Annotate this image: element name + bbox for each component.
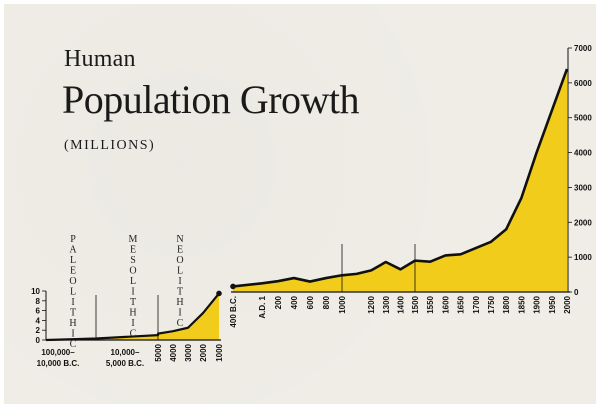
prehistoric-x-tick-label: 10,000– [111, 348, 140, 357]
prehistoric-area [46, 293, 219, 340]
historic-x-tick-label: A.D. 1 [258, 295, 267, 318]
chart-title-line2: Population Growth [62, 77, 360, 122]
era-label-letter: A [69, 245, 77, 256]
historic-x-tick-label: 400 B.C. [229, 296, 238, 328]
historic-x-tick-label: 1700 [472, 295, 481, 313]
era-label-letter: I [71, 297, 74, 308]
prehistoric-y-tick-label: 6 [36, 307, 41, 316]
prehistoric-y-tick-label: 2 [36, 326, 41, 335]
era-label-letter: E [70, 266, 76, 277]
historic-x-tick-label: 1900 [533, 295, 542, 313]
era-label-letter: C [177, 318, 184, 329]
historic-start-point [230, 283, 236, 290]
historic-y-tick-label: 6000 [574, 79, 592, 88]
chart-unit-note: (MILLIONS) [64, 138, 156, 153]
prehistoric-x-tick-label: 100,000– [41, 348, 75, 357]
era-label-letter: H [176, 297, 183, 308]
historic-x-tick-label: 1200 [367, 295, 376, 313]
historic-y-tick-label: 7000 [574, 44, 592, 53]
era-label-letter: L [177, 266, 183, 277]
historic-x-tick-label: 1950 [548, 295, 557, 313]
historic-x-tick-label: 1650 [457, 295, 466, 313]
era-label-letter: N [176, 234, 183, 245]
era-label-letter: I [131, 318, 134, 329]
era-label-letter: M [129, 234, 138, 245]
historic-y-tick-label: 5000 [574, 114, 592, 123]
era-label-letter: S [130, 255, 136, 266]
historic-x-tick-label: 400 [290, 295, 299, 309]
era-label-letter: T [177, 287, 183, 298]
historic-x-tick-label: 1550 [426, 295, 435, 313]
prehistoric-x-tick-label: 2000 [199, 343, 208, 361]
era-label-letter: T [130, 297, 136, 308]
era-label-letter: O [176, 255, 183, 266]
historic-x-tick-label: 1750 [487, 295, 496, 313]
prehistoric-x-tick-label: 5,000 B.C. [106, 359, 144, 368]
prehistoric-x-tick-label: 3000 [184, 343, 193, 361]
historic-y-tick-label: 3000 [574, 183, 592, 192]
prehistoric-y-tick-label: 10 [31, 287, 40, 296]
era-label-letter: E [130, 245, 136, 256]
era-label-letter: I [71, 329, 74, 340]
historic-x-tick-label: 1000 [338, 295, 347, 313]
historic-series-line [232, 68, 569, 288]
historic-x-tick-label: 1800 [502, 295, 511, 313]
historic-y-tick-label: 1000 [574, 253, 592, 262]
era-label-letter: O [69, 276, 76, 287]
era-label-letter: L [70, 287, 76, 298]
era-label-letter: L [130, 276, 136, 287]
chart-title-line1: Human [64, 46, 136, 72]
prehistoric-x-tick-label: 1000 [215, 343, 224, 361]
historic-x-tick-label: 1500 [411, 295, 420, 313]
era-label-letter: I [178, 308, 181, 319]
era-label-letter: L [70, 255, 76, 266]
era-label-letter: T [70, 308, 76, 319]
historic-x-tick-label: 1850 [517, 295, 526, 313]
era-label-letter: O [129, 266, 136, 277]
historic-y-tick-label: 2000 [574, 218, 592, 227]
historic-y-tick-label: 0 [574, 288, 579, 297]
historic-x-tick-label: 1600 [441, 295, 450, 313]
era-label-letter: I [131, 287, 134, 298]
historic-x-tick-label: 200 [274, 295, 283, 309]
historic-y-tick-label: 4000 [574, 149, 592, 158]
historic-x-tick-label: 1300 [382, 295, 391, 313]
historic-x-tick-label: 1400 [396, 295, 405, 313]
historic-x-tick-label: 800 [322, 295, 331, 309]
prehistoric-end-point [216, 290, 222, 297]
prehistoric-x-tick-label: 4000 [169, 343, 178, 361]
era-label-letter: H [69, 318, 76, 329]
era-label-letter: I [178, 276, 181, 287]
prehistoric-x-tick-label: 5000 [154, 343, 163, 361]
prehistoric-y-tick-label: 0 [36, 336, 41, 345]
prehistoric-x-tick-label: 10,000 B.C. [37, 359, 80, 368]
era-label-letter: C [130, 329, 137, 340]
historic-x-tick-label: 2000 [563, 295, 572, 313]
prehistoric-y-tick-label: 4 [36, 316, 41, 325]
era-label-letter: E [177, 245, 183, 256]
prehistoric-y-tick-label: 8 [36, 297, 41, 306]
era-label-letter: C [70, 339, 77, 350]
era-label-letter: H [129, 308, 136, 319]
historic-x-tick-label: 600 [306, 295, 315, 309]
historic-area [233, 68, 567, 293]
era-label-letter: P [70, 234, 76, 245]
